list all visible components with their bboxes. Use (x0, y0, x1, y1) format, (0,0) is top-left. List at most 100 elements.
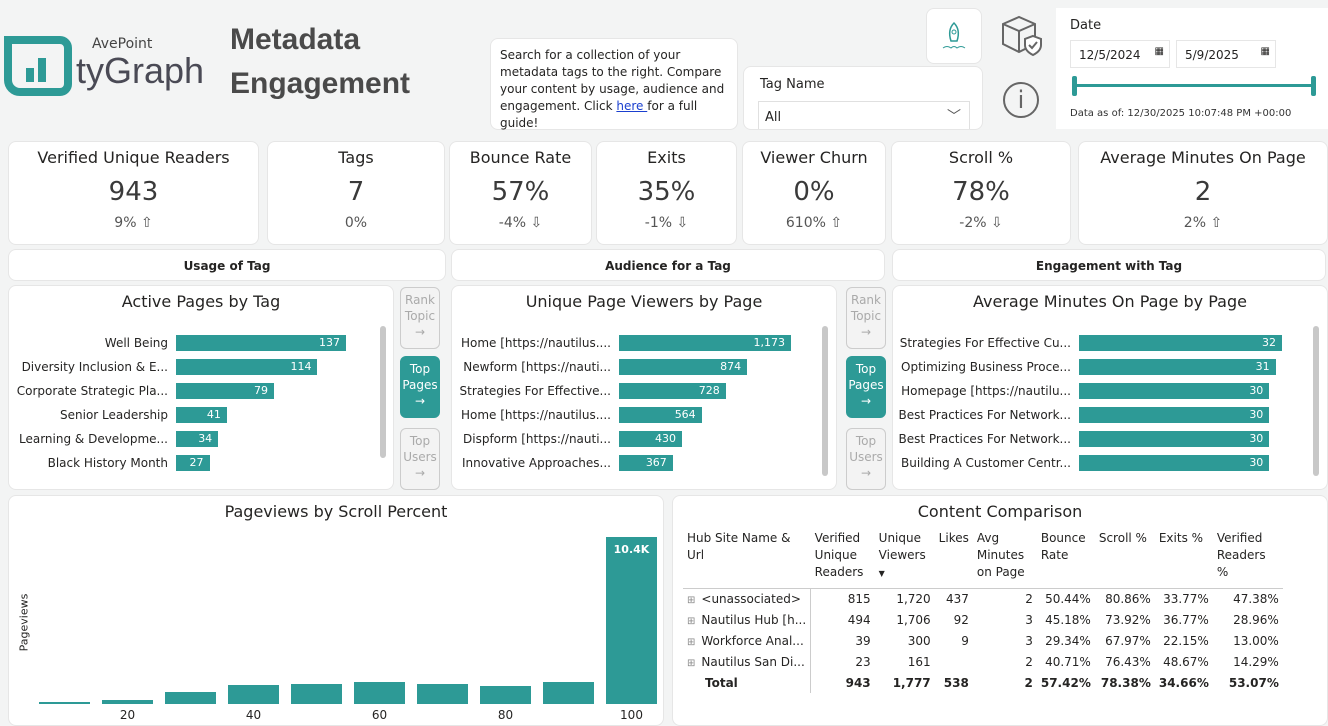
column-header[interactable]: Bounce Rate (1036, 528, 1095, 589)
bar[interactable] (417, 683, 468, 704)
page-title: Metadata Engagement (230, 18, 410, 106)
end-date-input[interactable]: 5/9/2025 ▦ (1176, 40, 1276, 68)
bar[interactable]: 27 (176, 455, 210, 471)
cell: Nautilus Hub [h... (701, 612, 807, 627)
bar-value: 30 (1249, 432, 1264, 445)
cell: 92 (953, 612, 969, 627)
bar-label: Senior Leadership (60, 408, 168, 422)
table-row[interactable]: ⊞ Nautilus Hub [h... 494 1,706 92 3 45.18% 73.9… (683, 609, 1283, 630)
top-users-button[interactable]: Top Users → (846, 428, 886, 490)
column-header[interactable]: Verified Readers % (1212, 528, 1283, 589)
tag-dropdown[interactable]: All ﹀ (758, 101, 970, 129)
slider-start-handle[interactable] (1072, 76, 1077, 96)
bar[interactable]: 114 (176, 359, 318, 375)
total-cell: Total (683, 672, 812, 693)
cell: 40.71% (1045, 654, 1091, 669)
x-tick-label: 100 (620, 708, 643, 722)
total-cell: 1,777 (892, 675, 931, 690)
bar[interactable] (606, 537, 657, 704)
bar[interactable]: 31 (1079, 359, 1276, 375)
bar[interactable]: 1,173 (619, 335, 791, 351)
bar[interactable] (543, 682, 594, 704)
expand-icon[interactable]: ⊞ (687, 615, 696, 627)
cell: Nautilus San Di... (701, 654, 805, 669)
expand-icon[interactable]: ⊞ (687, 657, 696, 669)
bar-value: 31 (1255, 360, 1270, 373)
bar[interactable] (39, 702, 90, 704)
bar[interactable] (102, 699, 153, 704)
expand-icon[interactable]: ⊞ (687, 636, 696, 648)
date-range-slider[interactable] (1074, 84, 1314, 87)
cell: 2 (1025, 591, 1033, 606)
top-users-button[interactable]: Top Users → (400, 428, 440, 490)
bar[interactable]: 30 (1079, 431, 1270, 447)
top-pages-button[interactable]: Top Pages → (846, 356, 886, 418)
bar[interactable]: 32 (1079, 335, 1282, 351)
cell: 73.92% (1105, 612, 1151, 627)
content-table: Hub Site Name & Url Verified Unique Reade… (683, 528, 1283, 693)
section-audience: Audience for a Tag (451, 249, 885, 281)
tag-filter-label: Tag Name (760, 77, 825, 92)
bar[interactable]: 34 (176, 431, 219, 447)
column-header[interactable]: Likes (934, 528, 973, 589)
column-header[interactable]: Scroll % (1094, 528, 1155, 589)
launch-button[interactable] (926, 8, 982, 64)
table-row[interactable]: ⊞ <unassociated> 815 1,720 437 2 50.44% 80.86% 3… (683, 588, 1283, 609)
cell: 47.38% (1233, 591, 1279, 606)
cell: 28.96% (1233, 612, 1279, 627)
bar-value: 728 (698, 384, 720, 397)
bar[interactable] (165, 691, 216, 704)
cell: 50.44% (1045, 591, 1091, 606)
cell: 161 (907, 654, 931, 669)
bar-label: Home [https://nautilus.... (461, 336, 611, 350)
total-cell: 34.66% (1158, 675, 1209, 690)
slider-end-handle[interactable] (1311, 76, 1316, 96)
cell: 815 (847, 591, 871, 606)
column-header[interactable]: Avg Minutes on Page (972, 528, 1037, 589)
rank-topic-button[interactable]: Rank Topic → (846, 287, 886, 349)
bar[interactable]: 41 (176, 407, 227, 423)
column-header[interactable]: Unique Viewers ▼ (874, 528, 935, 589)
column-header-label: Unique Viewers (878, 531, 926, 562)
cell: 494 (847, 612, 871, 627)
package-shield-icon[interactable] (999, 14, 1045, 58)
bar[interactable]: 30 (1079, 407, 1270, 423)
guide-link[interactable]: here (616, 99, 648, 113)
bar[interactable]: 728 (619, 383, 726, 399)
calendar-icon: ▦ (1154, 46, 1164, 57)
cell: 2 (1025, 654, 1033, 669)
expand-icon[interactable]: ⊞ (687, 594, 696, 606)
cell: 1,720 (896, 591, 931, 606)
bar[interactable]: 430 (619, 431, 683, 447)
table-row[interactable]: ⊞ Workforce Anal... 39 300 9 3 29.34% 67.97% 22.… (683, 630, 1283, 651)
kpi-label: Verified Unique Readers (37, 148, 230, 167)
kpi-change: -2% ⇩ (959, 215, 1003, 231)
table-row[interactable]: ⊞ Nautilus San Di... 23 161 2 40.71% 76.43% 48.… (683, 651, 1283, 672)
bar[interactable] (480, 686, 531, 704)
bar[interactable] (291, 683, 342, 704)
cell: 80.86% (1105, 591, 1151, 606)
bar[interactable]: 367 (619, 455, 673, 471)
bar[interactable]: 874 (619, 359, 748, 375)
rank-topic-button[interactable]: Rank Topic → (400, 287, 440, 349)
bar[interactable] (228, 684, 279, 704)
bar[interactable] (354, 682, 405, 704)
kpi-value: 7 (347, 177, 365, 207)
info-icon[interactable]: i (1003, 82, 1039, 118)
bar-label: Strategies For Effective... (459, 384, 611, 398)
bar[interactable]: 30 (1079, 383, 1270, 399)
scrollbar[interactable] (1313, 326, 1319, 476)
column-header[interactable]: Hub Site Name & Url (683, 528, 811, 589)
column-header[interactable]: Exits % (1154, 528, 1213, 589)
start-date-input[interactable]: 12/5/2024 ▦ (1070, 40, 1170, 68)
scrollbar[interactable] (380, 326, 386, 458)
bar[interactable]: 137 (176, 335, 346, 351)
total-cell: 2 (1024, 675, 1033, 690)
bar[interactable]: 79 (176, 383, 275, 399)
bar[interactable]: 30 (1079, 455, 1270, 471)
bar-label: Dispform [https://nauti... (463, 432, 611, 446)
bar[interactable]: 564 (619, 407, 702, 423)
scrollbar[interactable] (822, 326, 828, 476)
top-pages-button[interactable]: Top Pages → (400, 356, 440, 418)
column-header[interactable]: Verified Unique Readers (810, 528, 875, 589)
